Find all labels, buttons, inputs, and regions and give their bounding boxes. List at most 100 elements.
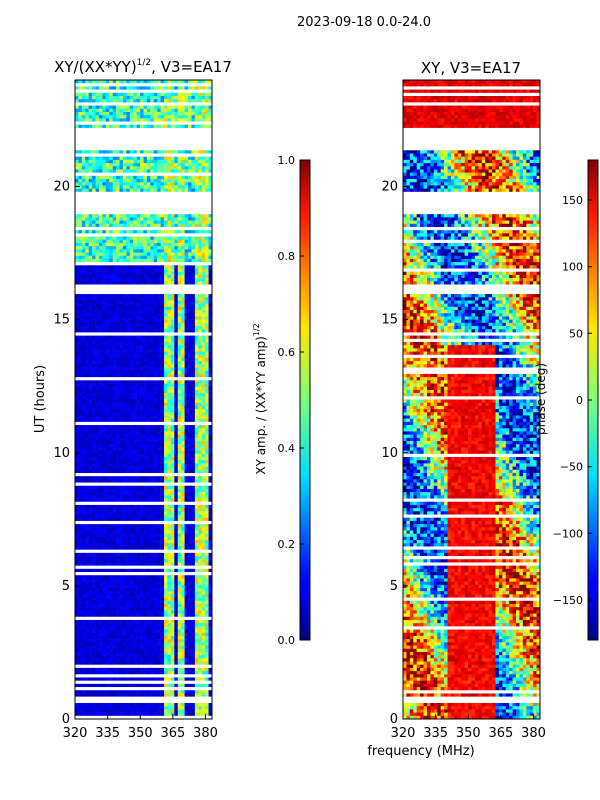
heatmap-cell — [188, 303, 192, 308]
heatmap-cell — [201, 163, 206, 167]
heatmap-cell — [174, 524, 179, 528]
heatmap-cell — [129, 444, 134, 448]
heatmap-cell — [194, 584, 199, 589]
heatmap-cell — [143, 348, 148, 352]
heatmap-cell — [188, 463, 192, 467]
heatmap-cell — [92, 163, 96, 167]
heatmap-cell — [201, 559, 206, 563]
heatmap-cell — [146, 169, 151, 173]
heatmap-cell — [129, 533, 134, 538]
heatmap-cell — [177, 124, 182, 129]
heatmap-cell — [201, 348, 206, 352]
heatmap-cell — [116, 124, 120, 129]
heatmap-cell — [177, 508, 182, 512]
heatmap-cell — [181, 418, 185, 423]
heatmap-cell — [143, 156, 148, 161]
heatmap-cell — [205, 300, 209, 304]
heatmap-cell — [150, 434, 155, 439]
heatmap-cell — [75, 150, 79, 154]
heatmap-cell — [109, 156, 113, 161]
heatmap-cell — [201, 252, 206, 257]
heatmap-cell — [167, 453, 172, 458]
heatmap-cell — [92, 364, 96, 368]
heatmap-cell — [143, 230, 148, 234]
heatmap-cell — [198, 316, 203, 320]
heatmap-cell — [88, 236, 93, 241]
heatmap-cell — [167, 393, 172, 397]
heatmap-cell — [140, 524, 144, 528]
heatmap-cell — [75, 552, 79, 557]
heatmap-cell — [81, 300, 86, 304]
heatmap-cell — [188, 562, 192, 566]
heatmap-cell — [188, 214, 192, 218]
heatmap-cell — [188, 492, 192, 496]
heatmap-cell — [122, 255, 127, 260]
heatmap-cell — [92, 111, 96, 116]
heatmap-cell — [194, 236, 199, 241]
heatmap-cell — [153, 556, 158, 560]
heatmap-cell — [153, 188, 158, 193]
heatmap-cell — [201, 326, 206, 330]
heatmap-cell — [164, 335, 168, 340]
heatmap-cell — [75, 80, 79, 84]
heatmap-cell — [105, 345, 110, 349]
heatmap-cell — [102, 485, 107, 490]
heatmap-cell — [184, 300, 189, 304]
heatmap-cell — [95, 418, 100, 423]
heatmap-cell — [81, 504, 86, 509]
heatmap-cell — [88, 179, 93, 183]
heatmap-cell — [208, 495, 212, 499]
heatmap-cell — [177, 399, 182, 403]
heatmap-cell — [98, 511, 103, 515]
heatmap-cell — [160, 159, 165, 164]
heatmap-cell — [126, 252, 131, 257]
heatmap-cell — [92, 533, 96, 538]
heatmap-cell — [143, 220, 148, 225]
heatmap-cell — [194, 242, 199, 247]
heatmap-cell — [133, 278, 137, 282]
heatmap-cell — [184, 111, 189, 116]
heatmap-cell — [133, 444, 137, 448]
heatmap-cell — [116, 118, 120, 122]
heatmap-cell — [119, 540, 124, 544]
heatmap-cell — [98, 402, 103, 407]
heatmap-cell — [92, 335, 96, 340]
heatmap-cell — [105, 111, 110, 116]
heatmap-cell — [177, 255, 182, 260]
heatmap-cell — [208, 108, 212, 113]
heatmap-cell — [102, 511, 107, 515]
heatmap-cell — [191, 514, 196, 519]
heatmap-cell — [136, 326, 141, 330]
heatmap-cell — [116, 437, 120, 442]
heatmap-cell — [92, 281, 96, 285]
heatmap-cell — [81, 306, 86, 311]
heatmap-cell — [143, 258, 148, 263]
heatmap-cell — [81, 540, 86, 544]
heatmap-cell — [184, 476, 189, 480]
heatmap-cell — [133, 409, 137, 413]
heatmap-cell — [78, 300, 83, 304]
heatmap-cell — [167, 345, 172, 349]
heatmap-cell — [201, 380, 206, 384]
heatmap-cell — [133, 281, 137, 285]
heatmap-cell — [150, 258, 155, 263]
heatmap-cell — [177, 310, 182, 314]
heatmap-cell — [133, 156, 137, 161]
heatmap-cell — [191, 239, 196, 244]
heatmap-cell — [95, 271, 100, 276]
heatmap-cell — [109, 86, 113, 90]
heatmap-cell — [198, 444, 203, 448]
heatmap-cell — [81, 450, 86, 455]
heatmap-cell — [133, 316, 137, 320]
heatmap-cell — [136, 367, 141, 372]
heatmap-cell — [95, 166, 100, 170]
heatmap-cell — [174, 578, 179, 582]
heatmap-cell — [177, 326, 182, 330]
heatmap-cell — [133, 361, 137, 365]
heatmap-cell — [126, 150, 131, 154]
heatmap-cell — [75, 274, 79, 279]
heatmap-cell — [102, 504, 107, 509]
heatmap-cell — [174, 124, 179, 129]
heatmap-cell — [140, 236, 144, 241]
heatmap-cell — [201, 169, 206, 173]
